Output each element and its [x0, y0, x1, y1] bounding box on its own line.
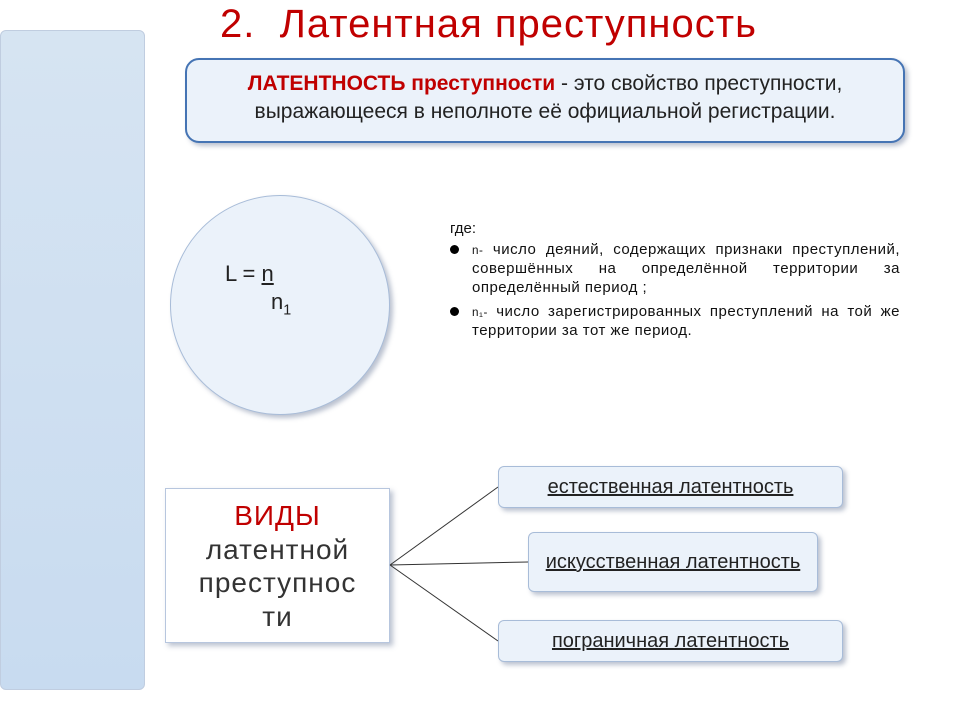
where-item: n₁- число зарегистрированных преступлени… [472, 303, 900, 341]
where-item: n- число деяний, содержащих признаки пре… [472, 241, 900, 297]
definition-term: ЛАТЕНТНОСТЬ преступности [248, 72, 555, 95]
types-line3: ти [262, 601, 292, 632]
where-symbol: n₁- [472, 306, 488, 319]
formula-numerator: n [262, 261, 274, 286]
branch-box: пограничная латентность [498, 620, 843, 662]
where-block: где: n- число деяний, содержащих признак… [450, 220, 900, 347]
where-header: где: [450, 220, 900, 237]
formula-lhs: L = [225, 261, 262, 286]
title-text: Латентная преступность [280, 2, 757, 46]
types-line2: латентной преступнос [199, 534, 357, 599]
left-sidebar [0, 30, 145, 690]
where-text: число зарегистрированных преступлений на… [472, 303, 900, 339]
types-line1: ВИДЫ [234, 500, 321, 531]
formula: L = n n1 [225, 260, 291, 320]
where-symbol: n- [472, 244, 483, 257]
where-text: число деяний, содержащих признаки престу… [472, 241, 900, 296]
title-number: 2. [220, 2, 255, 46]
slide-title: 2. Латентная преступность [220, 2, 757, 47]
formula-denominator: n1 [225, 289, 291, 314]
types-box: ВИДЫ латентной преступнос ти [165, 488, 390, 643]
branch-box: естественная латентность [498, 466, 843, 508]
where-list: n- число деяний, содержащих признаки пре… [450, 241, 900, 341]
branch-box: искусственная латентность [528, 532, 818, 592]
definition-box: ЛАТЕНТНОСТЬ преступности - это свойство … [185, 58, 905, 143]
